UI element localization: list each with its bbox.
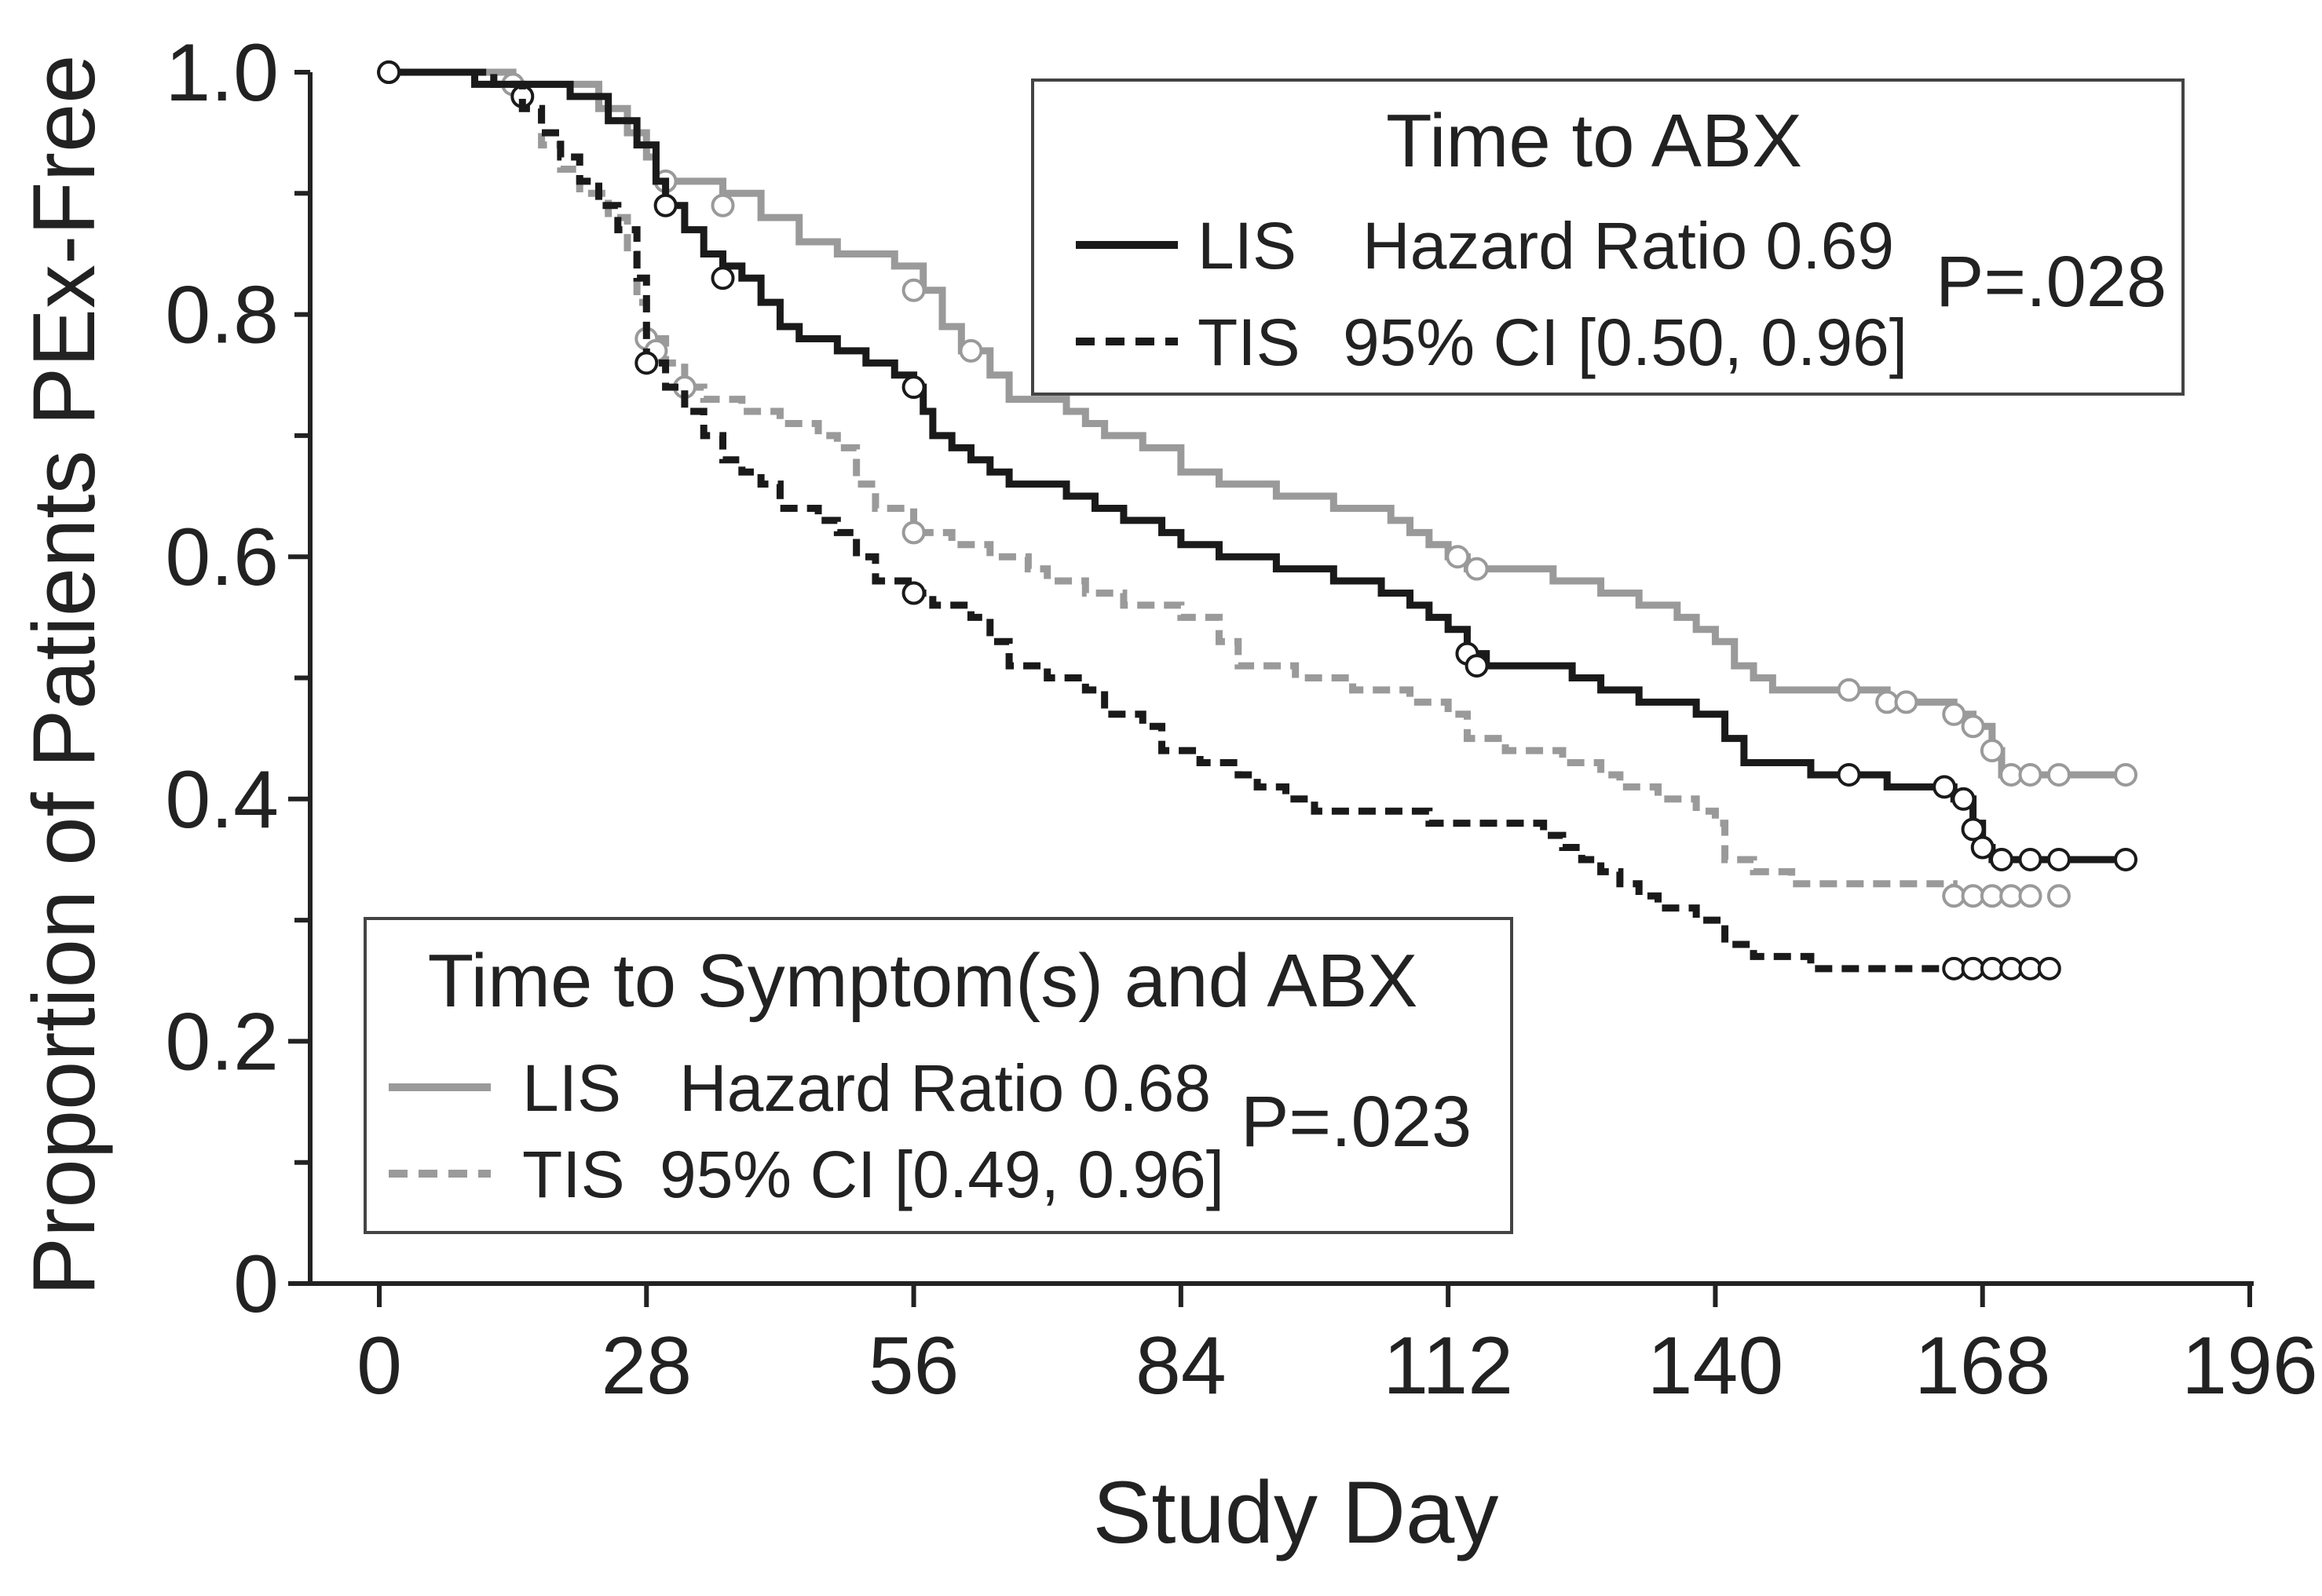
censor-mark-lis-time-to-abx — [2046, 847, 2071, 871]
censor-mark-tis-time-to-symptom-s-and-abx — [901, 520, 926, 545]
legend-symptoms-box — [364, 917, 1513, 1234]
censor-mark-tis-time-to-symptom-s-and-abx — [2046, 884, 2071, 908]
x-tick-label: 28 — [601, 1320, 692, 1412]
censor-mark-lis-time-to-abx — [711, 266, 735, 290]
censor-mark-lis-time-to-abx — [901, 375, 926, 400]
censor-mark-lis-time-to-symptom-s-and-abx — [1446, 545, 1470, 569]
censor-mark-tis-time-to-symptom-s-and-abx — [1980, 884, 2004, 908]
series-line-tis-time-to-abx — [389, 68, 2059, 973]
series-layer — [377, 60, 2138, 981]
censor-mark-lis-time-to-symptom-s-and-abx — [2018, 762, 2042, 787]
axes: 0 0.2 0.4 0.6 0.8 1.0 0 28 56 84 112 140 168 196 — [165, 27, 2317, 1412]
censor-mark-tis-time-to-abx — [2037, 956, 2061, 981]
x-ticks: 0 28 56 84 112 140 168 196 — [357, 1284, 2318, 1412]
series-line-lis-time-to-symptom-s-and-abx — [389, 68, 2126, 779]
series-line-lis-time-to-abx — [389, 68, 2126, 864]
censor-mark-lis-time-to-abx — [1951, 787, 1976, 811]
legend-symptoms-tis-label: TIS — [522, 1138, 625, 1211]
censor-mark-tis-time-to-symptom-s-and-abx — [1999, 884, 2024, 908]
y-ticks: 0 0.2 0.4 0.6 0.8 1.0 — [165, 27, 310, 1330]
censor-mark-lis-time-to-symptom-s-and-abx — [2114, 762, 2138, 787]
censor-mark-lis-time-to-abx — [2114, 847, 2138, 871]
censor-mark-tis-time-to-abx — [1961, 956, 1985, 981]
censor-mark-lis-time-to-symptom-s-and-abx — [1894, 690, 1918, 714]
legend-symptoms-lis-text: Hazard Ratio 0.68 — [679, 1051, 1211, 1125]
legend-abx-lis-text: Hazard Ratio 0.69 — [1362, 209, 1894, 283]
legend-symptoms-title: Time to Symptom(s) and ABX — [428, 939, 1418, 1023]
x-tick-label: 140 — [1647, 1320, 1784, 1412]
censor-mark-lis-time-to-symptom-s-and-abx — [1942, 702, 1966, 726]
censor-mark-lis-time-to-symptom-s-and-abx — [2046, 762, 2071, 787]
legend-abx-tis-text: 95% CI [0.50, 0.96] — [1343, 305, 1907, 379]
y-tick-label: 0 — [233, 1239, 279, 1330]
censor-mark-lis-time-to-abx — [1970, 835, 1995, 860]
legend-abx: Time to ABX LIS Hazard Ratio 0.69 TIS 95… — [1031, 79, 2185, 396]
censor-mark-lis-time-to-abx — [1990, 847, 2014, 871]
legend-symptoms-pvalue: P=.023 — [1241, 1082, 1472, 1162]
censor-mark-lis-time-to-abx — [1465, 654, 1489, 678]
censor-mark-tis-time-to-abx — [1942, 956, 1966, 981]
legend-abx-box — [1031, 79, 2185, 396]
x-tick-label: 0 — [357, 1320, 402, 1412]
censor-mark-tis-time-to-symptom-s-and-abx — [2018, 884, 2042, 908]
y-tick-label: 1.0 — [165, 27, 279, 119]
censor-mark-tis-time-to-abx — [1980, 956, 2004, 981]
legend-abx-lis-label: LIS — [1198, 209, 1296, 283]
censor-mark-lis-time-to-abx — [653, 193, 678, 217]
censor-mark-lis-time-to-symptom-s-and-abx — [1961, 714, 1985, 739]
y-tick-label: 0.4 — [165, 754, 279, 845]
censor-mark-lis-time-to-symptom-s-and-abx — [1837, 677, 1861, 702]
censor-mark-lis-time-to-abx — [2018, 847, 2042, 871]
censor-mark-lis-time-to-symptom-s-and-abx — [959, 338, 983, 363]
censor-mark-lis-time-to-symptom-s-and-abx — [1465, 557, 1489, 581]
censor-mark-tis-time-to-abx — [2018, 956, 2042, 981]
x-axis-title: Study Day — [1093, 1463, 1499, 1561]
censor-mark-lis-time-to-abx — [1961, 817, 1985, 842]
censor-mark-lis-time-to-abx — [1933, 775, 1957, 799]
x-tick-label: 56 — [868, 1320, 960, 1412]
censor-mark-tis-time-to-abx — [1999, 956, 2024, 981]
y-tick-label: 0.8 — [165, 270, 279, 361]
legend-symptoms: Time to Symptom(s) and ABX LIS Hazard Ra… — [364, 917, 1513, 1234]
legend-symptoms-tis-text: 95% CI [0.49, 0.96] — [660, 1138, 1224, 1211]
legend-abx-title: Time to ABX — [1386, 99, 1802, 183]
censor-mark-lis-time-to-symptom-s-and-abx — [1980, 739, 2004, 763]
y-tick-label: 0.6 — [165, 512, 279, 603]
legend-abx-tis-label: TIS — [1198, 305, 1300, 379]
y-axis-title: Proportion of Patients PEx-Free — [15, 54, 113, 1295]
censor-mark-lis-time-to-abx — [1837, 762, 1861, 787]
y-tick-label: 0.2 — [165, 996, 279, 1087]
censor-mark-tis-time-to-symptom-s-and-abx — [1961, 884, 1985, 908]
x-tick-label: 112 — [1383, 1320, 1513, 1412]
x-tick-label: 168 — [1914, 1320, 2051, 1412]
legend-abx-pvalue: P=.028 — [1936, 242, 2167, 322]
legend-symptoms-lis-label: LIS — [522, 1051, 621, 1125]
censor-mark-tis-time-to-abx — [901, 581, 926, 605]
censor-mark-lis-time-to-symptom-s-and-abx — [1999, 762, 2024, 787]
censor-mark-tis-time-to-symptom-s-and-abx — [1942, 884, 1966, 908]
x-tick-label: 84 — [1135, 1320, 1227, 1412]
censor-mark-lis-time-to-symptom-s-and-abx — [1875, 690, 1900, 714]
censor-mark-tis-time-to-abx — [377, 60, 401, 84]
censor-mark-lis-time-to-symptom-s-and-abx — [711, 193, 735, 217]
x-tick-label: 196 — [2181, 1320, 2318, 1412]
censor-mark-tis-time-to-abx — [634, 351, 659, 375]
censor-mark-lis-time-to-symptom-s-and-abx — [901, 278, 926, 302]
